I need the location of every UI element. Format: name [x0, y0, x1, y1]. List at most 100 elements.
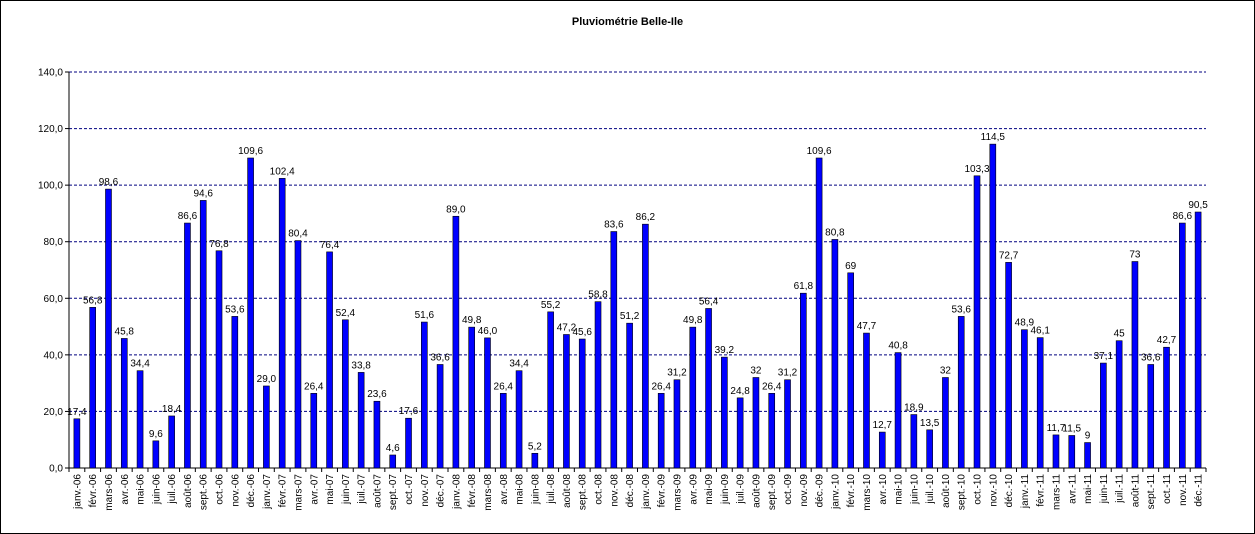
x-tick-label: oct.-09: [783, 474, 794, 505]
x-tick-label: juin-10: [909, 474, 920, 505]
bar: [784, 379, 791, 469]
x-tick-label: nov.-09: [799, 474, 810, 507]
y-tick-label: 100,0: [38, 181, 63, 192]
data-label: 102,4: [270, 166, 295, 177]
data-label: 9: [1085, 431, 1091, 442]
x-tick-label: août-11: [1130, 474, 1141, 508]
bar: [1021, 329, 1028, 469]
bar: [673, 379, 681, 469]
data-label: 34,4: [509, 359, 529, 370]
bar: [594, 301, 602, 469]
data-label: 51,6: [415, 310, 435, 321]
bar: [326, 251, 333, 469]
x-tick-label: juin-09: [720, 474, 731, 505]
data-label: 51,2: [620, 311, 640, 322]
x-tick-label: oct.-06: [215, 474, 226, 505]
data-label: 36,6: [1141, 352, 1161, 363]
bar: [389, 454, 397, 469]
bar: [800, 292, 807, 469]
bar: [705, 308, 712, 469]
bar: [1179, 222, 1186, 469]
data-label: 26,4: [762, 381, 782, 392]
x-tick-label: févr.-10: [846, 474, 857, 508]
x-tick-label: août-10: [941, 474, 952, 508]
data-label: 55,2: [541, 300, 561, 311]
bar: [452, 215, 460, 469]
bar: [294, 240, 302, 469]
x-tick-label: nov.-08: [609, 474, 620, 507]
data-label: 49,8: [462, 315, 482, 326]
bar: [184, 222, 191, 469]
bar: [247, 157, 254, 469]
data-label: 26,4: [304, 381, 324, 392]
data-label: 49,8: [683, 315, 703, 326]
bar: [1084, 442, 1091, 469]
x-tick-label: févr.-07: [278, 474, 289, 508]
bar: [847, 272, 854, 469]
bar: [610, 231, 618, 469]
bar: [342, 319, 349, 469]
x-tick-label: avr.-11: [1067, 474, 1078, 504]
y-tick-label: 120,0: [38, 124, 63, 135]
data-label: 109,6: [807, 146, 832, 157]
x-tick-label: juil.-07: [357, 474, 368, 505]
x-tick-label: août-07: [372, 474, 383, 508]
x-tick-label: juil.-09: [736, 474, 747, 505]
data-label: 39,2: [715, 345, 735, 356]
x-tick-label: janv.-09: [641, 474, 652, 510]
x-tick-label: janv.-10: [830, 474, 841, 510]
bar: [1036, 337, 1044, 469]
bar: [910, 414, 918, 469]
bar: [1100, 362, 1107, 469]
data-label: 83,6: [604, 220, 624, 231]
data-label: 72,7: [999, 250, 1019, 261]
data-label: 94,6: [193, 188, 213, 199]
bar: [689, 326, 697, 469]
data-label: 80,8: [825, 227, 845, 238]
x-tick-label: sept.-07: [388, 474, 399, 511]
bar: [468, 326, 475, 469]
bar: [1068, 435, 1076, 469]
data-label: 45,6: [572, 327, 592, 338]
bar: [199, 200, 207, 469]
x-tick-label: juil.-11: [1115, 474, 1126, 504]
data-label: 34,4: [130, 359, 150, 370]
bar: [942, 377, 949, 469]
bar: [752, 377, 760, 469]
data-label: 24,8: [730, 386, 750, 397]
bar: [657, 393, 665, 469]
x-tick-label: févr.-08: [467, 474, 478, 508]
data-label: 23,6: [367, 389, 387, 400]
x-tick-label: déc.-11: [1194, 474, 1205, 507]
x-tick-label: sept.-06: [199, 474, 210, 511]
data-label: 33,8: [351, 360, 371, 371]
x-tick-label: juil.-10: [925, 474, 936, 505]
data-label: 45: [1114, 329, 1126, 340]
data-label: 47,2: [557, 322, 577, 333]
data-label: 26,4: [494, 381, 514, 392]
x-tick-label: sept.-10: [957, 474, 968, 511]
data-label: 40,8: [888, 341, 908, 352]
bar: [136, 370, 144, 469]
data-label: 26,4: [651, 381, 671, 392]
data-label: 17,4: [67, 407, 87, 418]
x-tick-label: oct.-08: [594, 474, 605, 505]
data-label: 80,4: [288, 229, 308, 240]
bar: [105, 188, 112, 469]
x-tick-label: juin-07: [341, 474, 352, 505]
data-label: 76,4: [320, 240, 340, 251]
y-tick-label: 80,0: [44, 237, 64, 248]
data-label: 32: [940, 365, 952, 376]
data-label: 58,8: [588, 290, 608, 301]
bar: [815, 157, 823, 469]
bar: [1005, 262, 1012, 469]
x-tick-label: janv.-11: [1020, 474, 1031, 510]
x-tick-label: janv.-07: [262, 474, 273, 510]
data-label: 76,8: [209, 239, 229, 250]
x-tick-label: sept.-08: [578, 474, 589, 511]
data-label: 12,7: [873, 420, 893, 431]
bar: [926, 429, 933, 469]
x-tick-label: oct.-07: [404, 474, 415, 505]
data-label: 61,8: [794, 281, 814, 292]
bar: [73, 418, 81, 469]
